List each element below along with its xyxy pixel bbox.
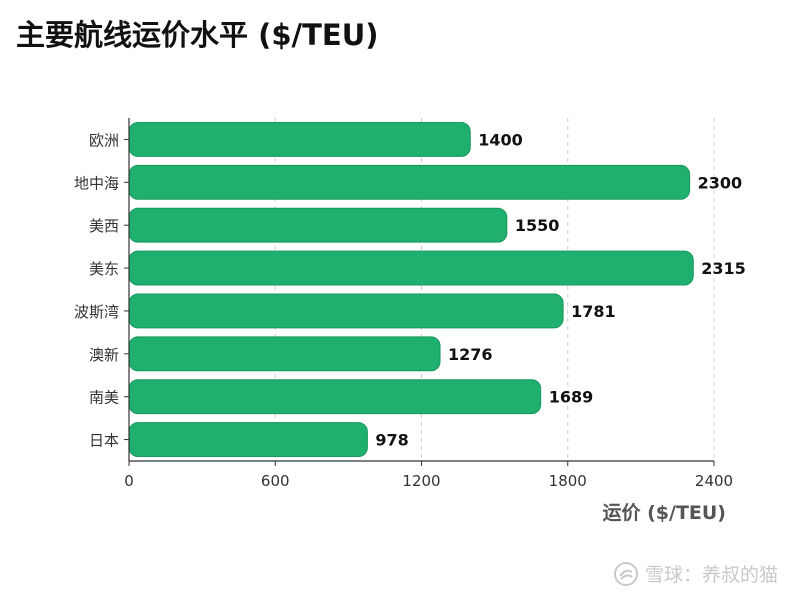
bar[interactable] xyxy=(128,164,691,200)
bars: 1400 2300 1550 2315 1781 1276 1689 978 xyxy=(128,122,746,457)
data-label: 2315 xyxy=(701,259,746,278)
snowball-logo-icon xyxy=(613,561,638,586)
watermark-text: 雪球：养叔的猫 xyxy=(644,564,778,586)
data-label: 1400 xyxy=(478,130,523,149)
data-label: 1550 xyxy=(515,216,560,235)
x-tick-label: 2400 xyxy=(695,472,733,490)
bar[interactable] xyxy=(128,122,471,157)
category-label: 欧洲 xyxy=(89,131,119,149)
bar[interactable] xyxy=(128,250,694,286)
bar[interactable] xyxy=(128,207,508,243)
bar[interactable] xyxy=(128,293,564,329)
category-label: 地中海 xyxy=(74,174,119,192)
watermark: 雪球：养叔的猫 xyxy=(613,560,778,587)
x-tick-label: 0 xyxy=(124,472,134,490)
category-label: 波斯湾 xyxy=(74,303,119,321)
category-label: 日本 xyxy=(89,432,119,450)
bar[interactable] xyxy=(128,336,441,372)
x-tick-label: 1200 xyxy=(402,472,440,490)
x-axis-title: 运价 ($/TEU) xyxy=(602,502,726,524)
category-label: 美东 xyxy=(89,260,119,278)
x-tick-label: 600 xyxy=(261,472,290,490)
chart-title: 主要航线运价水平 ($/TEU) xyxy=(16,18,379,52)
category-label: 澳新 xyxy=(89,346,119,364)
data-label: 978 xyxy=(375,431,408,450)
data-label: 2300 xyxy=(698,173,743,192)
bar[interactable] xyxy=(128,422,368,457)
category-label: 南美 xyxy=(89,389,119,407)
bar[interactable] xyxy=(128,379,542,415)
x-tick-label: 1800 xyxy=(549,472,587,490)
data-label: 1276 xyxy=(448,345,493,364)
data-label: 1781 xyxy=(571,302,616,321)
data-label: 1689 xyxy=(549,388,594,407)
category-label: 美西 xyxy=(89,217,119,235)
